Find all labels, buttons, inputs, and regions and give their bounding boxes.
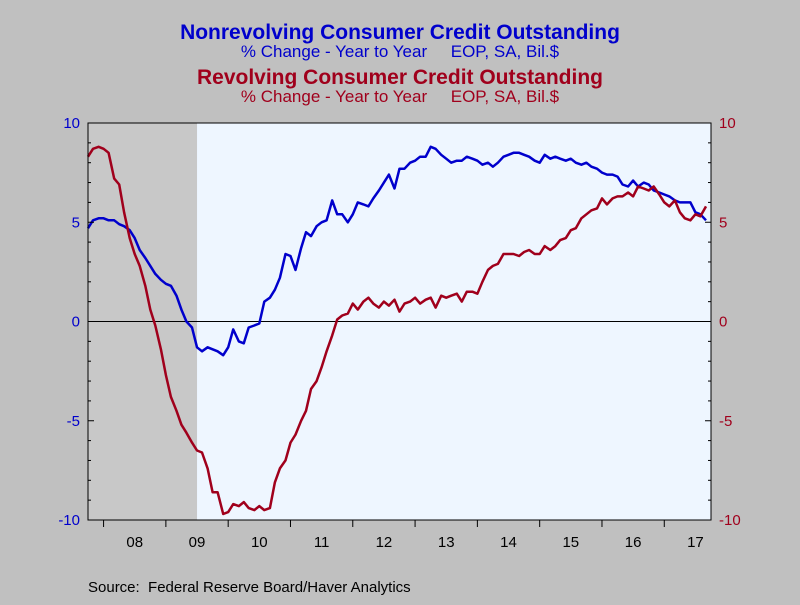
x-tick-label: 10 [251, 534, 268, 551]
x-tick-label: 13 [438, 534, 455, 551]
subtitle-nonrevolving: % Change - Year to Year EOP, SA, Bil.$ [241, 42, 560, 61]
x-tick-label: 17 [687, 534, 704, 551]
x-tick-label: 11 [314, 534, 330, 551]
y-tick-label-right: 10 [719, 115, 736, 132]
y-tick-label-right: 0 [719, 314, 727, 331]
axes: 10 10 5 5 0 0 -5 -5 -10 -10 08 09 10 11 12 13 14 15 16 17 [58, 115, 740, 551]
chart-titles: Nonrevolving Consumer Credit Outstanding… [180, 21, 620, 106]
x-tick-label: 14 [500, 534, 517, 551]
title-nonrevolving: Nonrevolving Consumer Credit Outstanding [180, 21, 620, 44]
y-tick-label-left: 0 [72, 314, 80, 331]
series-line-nonrevolving [86, 145, 707, 357]
title-revolving: Revolving Consumer Credit Outstanding [197, 66, 603, 89]
y-tick-label-right: -5 [719, 413, 732, 430]
x-tick-label: 16 [625, 534, 642, 551]
x-tick-label: 08 [126, 534, 143, 551]
y-tick-label-right: -10 [719, 512, 741, 529]
y-tick-label-right: 5 [719, 214, 727, 231]
y-tick-label-left: 5 [72, 214, 80, 231]
source-note: Source: Federal Reserve Board/Haver Anal… [88, 579, 411, 596]
y-tick-label-left: -10 [58, 512, 80, 529]
x-tick-label: 15 [562, 534, 579, 551]
series-layer [86, 145, 708, 516]
x-tick-label: 12 [376, 534, 393, 551]
subtitle-revolving: % Change - Year to Year EOP, SA, Bil.$ [241, 87, 560, 106]
y-tick-label-left: 10 [63, 115, 80, 132]
y-tick-label-left: -5 [67, 413, 80, 430]
series-line-revolving [86, 145, 708, 516]
x-tick-label: 09 [189, 534, 206, 551]
